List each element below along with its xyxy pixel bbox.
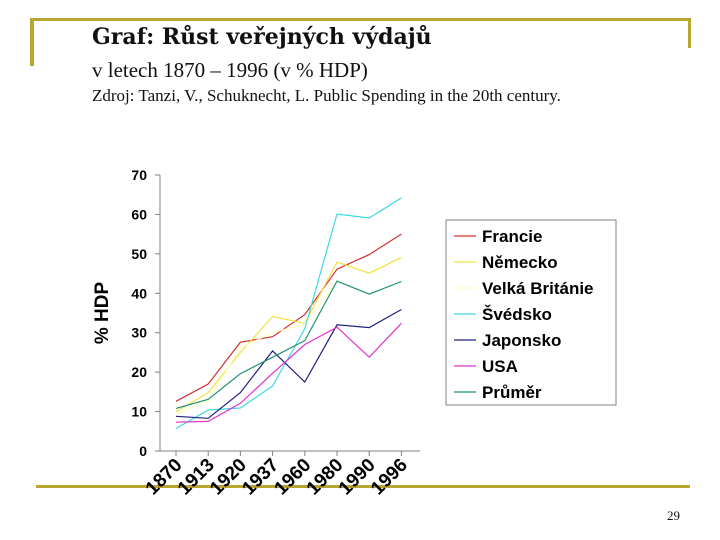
series-line [175, 197, 402, 430]
frame-right-bar [688, 18, 691, 48]
series-lines [175, 197, 402, 430]
x-tick-label: 1913 [174, 455, 219, 500]
legend-box [445, 219, 617, 406]
series-line [175, 280, 402, 415]
legend-entry: Velká Británie [482, 279, 594, 298]
slide-subtitle: v letech 1870 – 1996 (v % HDP) [92, 58, 368, 82]
y-tick-label: 20 [131, 364, 147, 380]
slide-source: Zdroj: Tanzi, V., Schuknecht, L. Public … [92, 86, 561, 105]
x-tick-label: 1920 [206, 455, 251, 500]
y-tick-label: 10 [131, 404, 147, 420]
series-line [175, 280, 402, 409]
legend-entry: Německo [482, 253, 558, 272]
x-tick-label: 1960 [271, 455, 316, 500]
slide-title: Graf: Růst veřejných výdajů [92, 24, 432, 50]
frame-left-bar [30, 18, 34, 66]
y-axis-label: % HDP [92, 282, 113, 345]
legend-entry: Průměr [482, 383, 542, 402]
page-number: 29 [667, 508, 680, 523]
series-line [175, 233, 402, 402]
x-tick-label: 1870 [142, 455, 187, 500]
series-line [175, 322, 402, 423]
x-tick-label: 1980 [303, 455, 348, 500]
legend-entry: Švédsko [482, 305, 552, 324]
y-tick-label: 70 [131, 167, 147, 183]
y-tick-label: 0 [139, 443, 147, 459]
y-tick-label: 40 [131, 285, 147, 301]
legend-entry: USA [482, 357, 518, 376]
x-tick-label: 1996 [367, 455, 412, 500]
series-line [175, 256, 402, 413]
x-tick-label: 1937 [238, 455, 283, 500]
y-tick-label: 30 [131, 325, 147, 341]
legend: Francie Německo Velká Británie Švédsko Japon… [445, 219, 617, 406]
frame-top-bar [30, 18, 690, 21]
legend-entry: Japonsko [482, 331, 561, 350]
frame-bottom-bar [36, 485, 690, 488]
y-axis: 0 10 20 30 40 50 60 70 [131, 167, 161, 459]
y-tick-label: 50 [131, 246, 147, 262]
series-line [175, 308, 402, 419]
x-tick-label: 1990 [335, 455, 380, 500]
legend-entry: Francie [482, 227, 542, 246]
y-tick-label: 60 [131, 206, 147, 222]
